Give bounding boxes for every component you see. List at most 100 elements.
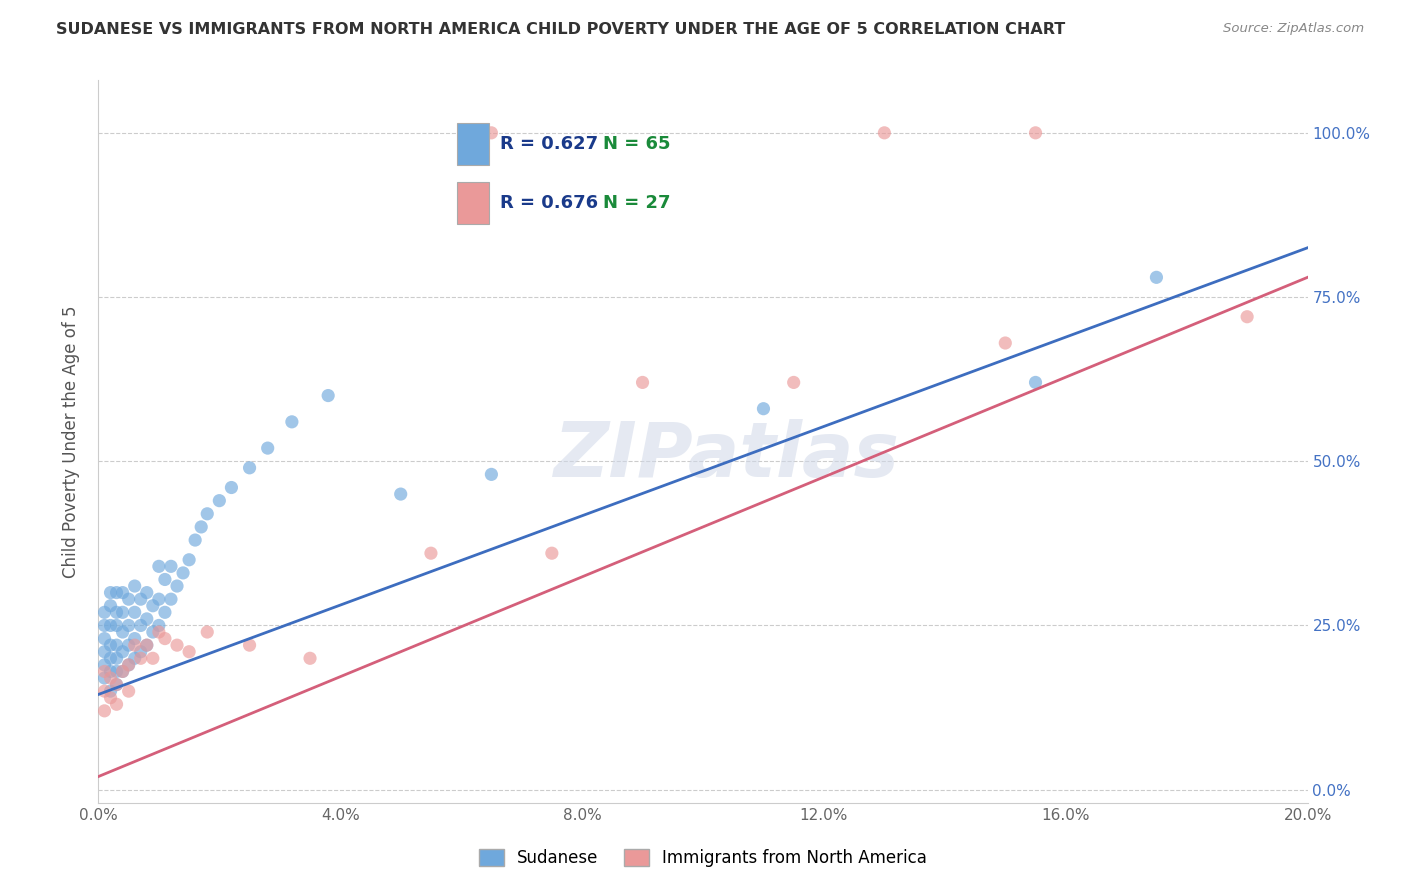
- Point: [105, 677, 128, 691]
- Point: [1024, 126, 1046, 140]
- Point: [118, 638, 141, 652]
- Point: [160, 559, 183, 574]
- Legend: Sudanese, Immigrants from North America: Sudanese, Immigrants from North America: [472, 842, 934, 874]
- Point: [100, 690, 122, 705]
- Point: [179, 553, 201, 567]
- Point: [93, 684, 115, 698]
- Point: [111, 645, 134, 659]
- Point: [105, 665, 128, 679]
- Point: [148, 559, 170, 574]
- Point: [105, 638, 128, 652]
- Point: [111, 665, 134, 679]
- Point: [299, 651, 322, 665]
- Point: [118, 618, 141, 632]
- Point: [93, 605, 115, 619]
- Point: [100, 684, 122, 698]
- Point: [142, 599, 165, 613]
- Point: [105, 677, 128, 691]
- Point: [160, 592, 183, 607]
- Point: [195, 625, 218, 640]
- Point: [316, 388, 339, 402]
- Point: [124, 579, 146, 593]
- Text: SUDANESE VS IMMIGRANTS FROM NORTH AMERICA CHILD POVERTY UNDER THE AGE OF 5 CORRE: SUDANESE VS IMMIGRANTS FROM NORTH AMERIC…: [56, 22, 1066, 37]
- Point: [93, 632, 115, 646]
- Point: [631, 376, 654, 390]
- Point: [100, 665, 122, 679]
- Point: [135, 638, 157, 652]
- Point: [1236, 310, 1258, 324]
- Point: [179, 645, 201, 659]
- Point: [148, 625, 170, 640]
- Point: [153, 573, 176, 587]
- Point: [105, 618, 128, 632]
- Point: [190, 520, 212, 534]
- Point: [129, 645, 152, 659]
- Text: Source: ZipAtlas.com: Source: ZipAtlas.com: [1223, 22, 1364, 36]
- Y-axis label: Child Poverty Under the Age of 5: Child Poverty Under the Age of 5: [62, 305, 80, 578]
- Point: [111, 585, 134, 599]
- Point: [93, 618, 115, 632]
- Point: [105, 651, 128, 665]
- Point: [100, 651, 122, 665]
- Point: [540, 546, 562, 560]
- Point: [124, 651, 146, 665]
- Point: [105, 605, 128, 619]
- Point: [239, 460, 262, 475]
- Point: [100, 671, 122, 685]
- Point: [118, 657, 141, 672]
- Point: [100, 585, 122, 599]
- Point: [221, 481, 243, 495]
- Point: [93, 665, 115, 679]
- Point: [118, 592, 141, 607]
- Point: [118, 684, 141, 698]
- Point: [481, 126, 503, 140]
- Point: [93, 704, 115, 718]
- Point: [135, 612, 157, 626]
- Point: [1144, 270, 1167, 285]
- Point: [129, 618, 152, 632]
- Point: [420, 546, 443, 560]
- Point: [118, 657, 141, 672]
- Point: [111, 665, 134, 679]
- Point: [166, 579, 188, 593]
- Point: [195, 507, 218, 521]
- Point: [752, 401, 775, 416]
- Point: [105, 698, 128, 712]
- Point: [281, 415, 304, 429]
- Point: [100, 618, 122, 632]
- Point: [135, 638, 157, 652]
- Point: [100, 599, 122, 613]
- Point: [100, 638, 122, 652]
- Point: [481, 467, 503, 482]
- Point: [93, 657, 115, 672]
- Point: [124, 605, 146, 619]
- Point: [153, 605, 176, 619]
- Point: [256, 441, 278, 455]
- Point: [1024, 376, 1046, 390]
- Point: [389, 487, 412, 501]
- Point: [129, 651, 152, 665]
- Point: [142, 625, 165, 640]
- Point: [153, 632, 176, 646]
- Point: [166, 638, 188, 652]
- Point: [124, 638, 146, 652]
- Point: [148, 618, 170, 632]
- Point: [93, 671, 115, 685]
- Point: [142, 651, 165, 665]
- Point: [93, 645, 115, 659]
- Point: [208, 493, 231, 508]
- Point: [184, 533, 207, 547]
- Point: [105, 585, 128, 599]
- Point: [111, 625, 134, 640]
- Point: [239, 638, 262, 652]
- Point: [111, 605, 134, 619]
- Point: [873, 126, 896, 140]
- Point: [135, 585, 157, 599]
- Point: [124, 632, 146, 646]
- Point: [783, 376, 806, 390]
- Point: [129, 592, 152, 607]
- Text: ZIPatlas: ZIPatlas: [554, 419, 900, 493]
- Point: [994, 336, 1017, 351]
- Point: [148, 592, 170, 607]
- Point: [172, 566, 194, 580]
